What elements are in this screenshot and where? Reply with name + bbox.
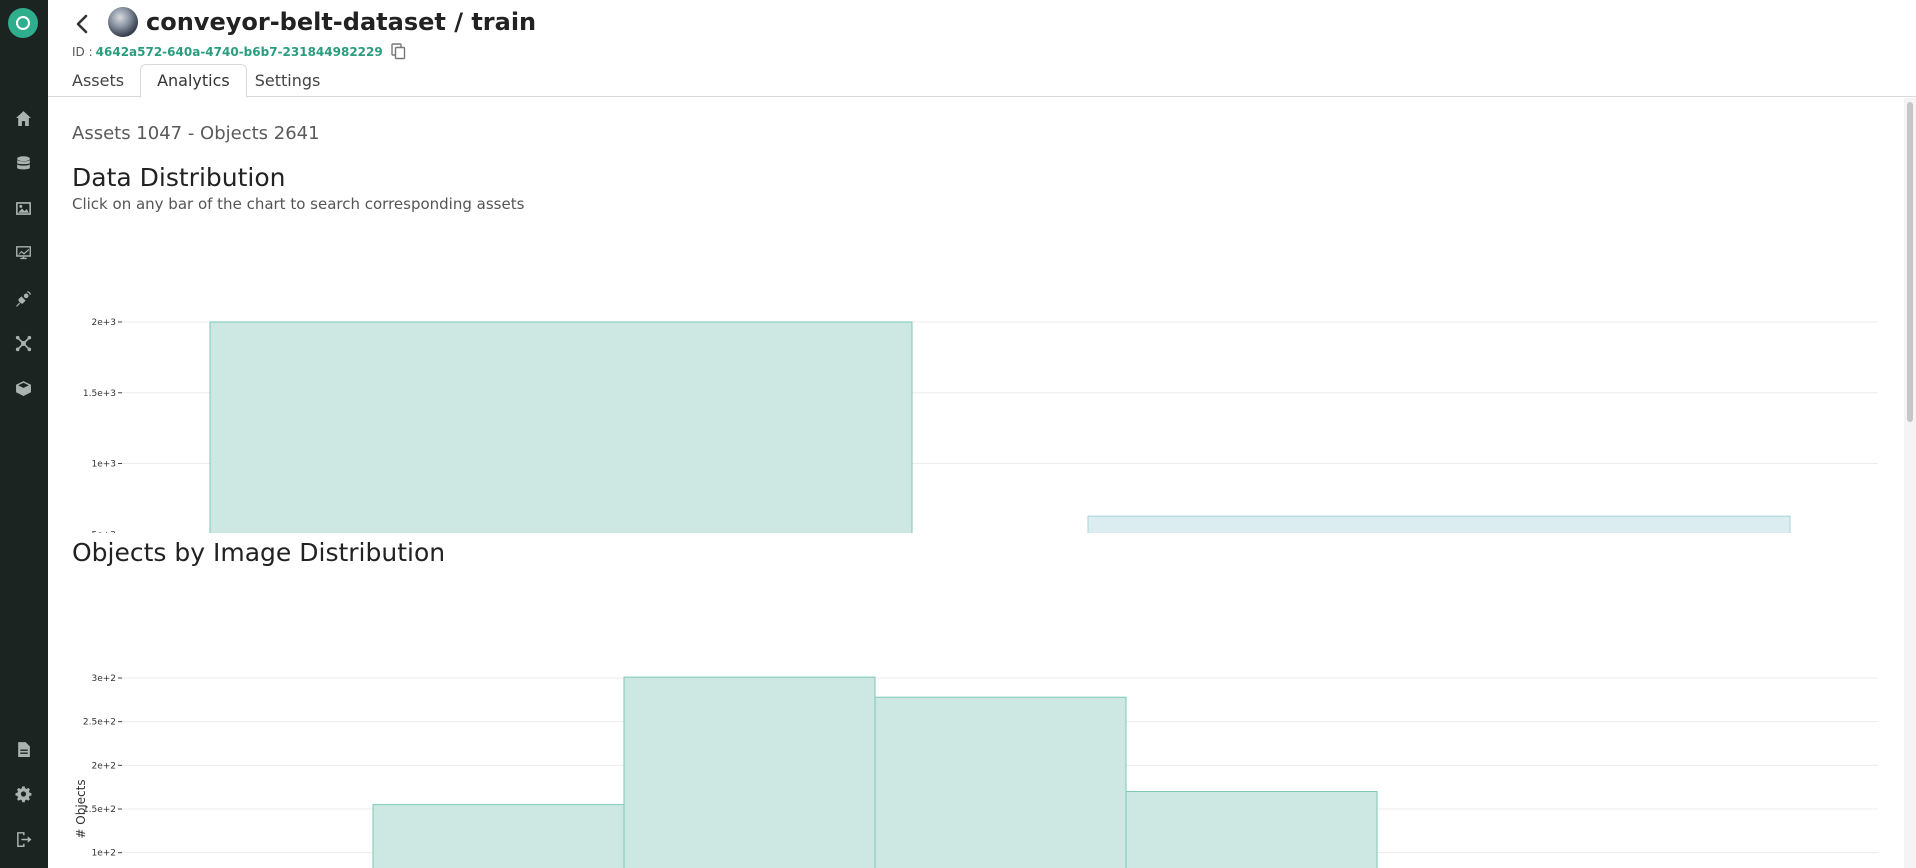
dataset-id-value: 4642a572-640a-4740-b6b7-231844982229 [95,44,383,59]
obj-chart-bar[interactable] [874,696,1127,868]
image-icon[interactable] [12,197,34,219]
chart-icon[interactable] [12,242,34,264]
data-distribution-title: Data Distribution [72,163,286,192]
tab-assets[interactable]: Assets [72,71,125,90]
gear-icon[interactable] [12,783,34,805]
obj-chart-ytick-label: 3e+2 [91,674,116,684]
obj-chart-y-axis-label: # Objects [74,779,88,838]
data-distribution-chart: 0e+05e+21e+31.5e+32e+3Energy_RegularEner… [83,318,1878,533]
page-title: conveyor-belt-dataset / train [146,8,537,36]
id-label: ID : [72,44,93,59]
obj-chart-bar[interactable] [623,676,876,868]
obj-chart-ytick-label: 2e+2 [91,761,116,771]
database-icon[interactable] [12,152,34,174]
obj-chart-bar[interactable] [1125,791,1378,868]
dist-chart-ytick-label: 1e+3 [91,460,116,470]
dist-chart-ytick-label: 5e+2 [91,530,116,533]
dataset-id-row: ID : 4642a572-640a-4740-b6b7-23184498222… [72,43,406,60]
scrollbar[interactable] [1904,98,1916,868]
dist-chart-bar[interactable] [1087,515,1791,533]
dist-chart-bar[interactable] [209,321,913,533]
dist-chart-ytick-label: 1.5e+3 [83,389,116,399]
data-distribution-hint: Click on any bar of the chart to search … [72,195,525,213]
home-icon[interactable] [12,107,34,129]
obj-chart-bar[interactable] [372,804,625,868]
box-icon[interactable] [12,377,34,399]
objects-by-image-chart: 0e+05e+11e+21.5e+22e+22.5e+23e+20123456#… [74,674,1878,868]
chevron-left-icon [76,14,88,34]
obj-chart-ytick-label: 1.5e+2 [83,805,116,815]
analytics-panel: Assets 1047 - Objects 2641 Data Distribu… [48,98,1904,868]
tab-bar: Assets Analytics Settings [72,64,328,98]
obj-chart-ytick-label: 1e+2 [91,849,116,859]
obj-chart-ytick-label: 2.5e+2 [83,718,116,728]
app-logo[interactable] [8,8,38,38]
scrollbar-thumb[interactable] [1907,102,1913,422]
asset-object-counts: Assets 1047 - Objects 2641 [72,123,320,144]
document-icon[interactable] [12,738,34,760]
objects-by-image-title: Objects by Image Distribution [72,538,446,567]
tab-analytics[interactable]: Analytics [140,64,247,98]
back-button[interactable] [70,10,94,38]
logout-icon[interactable] [12,828,34,850]
tab-settings[interactable]: Settings [254,71,321,90]
sidebar [0,0,48,868]
copy-icon[interactable] [391,43,406,60]
satellite-icon[interactable] [12,287,34,309]
dataset-avatar [108,7,138,37]
dist-chart-ytick-label: 2e+3 [91,318,116,328]
page-header: conveyor-belt-dataset / train ID : 4642a… [48,0,1916,98]
network-icon[interactable] [12,332,34,354]
